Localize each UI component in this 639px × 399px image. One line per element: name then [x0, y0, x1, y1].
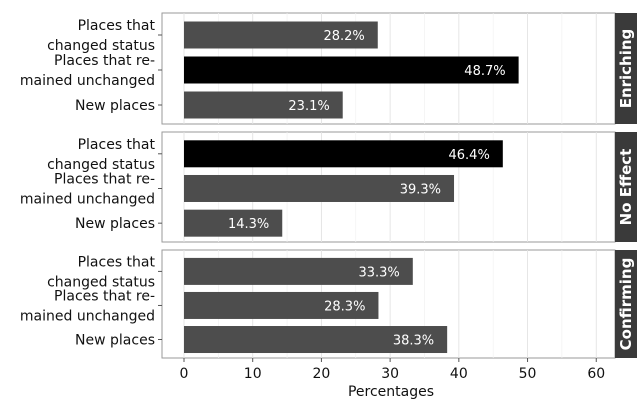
category-label-line: mained unchanged	[20, 191, 155, 207]
category-label-line: New places	[75, 333, 155, 349]
facet-strip	[615, 250, 637, 358]
bar-value-label: 33.3%	[358, 265, 399, 280]
category-label-line: New places	[75, 216, 155, 232]
facet-panel: Confirming 33.3% Places that changed status…	[20, 249, 637, 359]
bar-value-label: 38.3%	[393, 334, 434, 349]
bar-value-label: 14.3%	[228, 217, 269, 232]
category-label-line: New places	[75, 98, 155, 114]
category-label: New places	[75, 216, 155, 232]
x-tick-label: 0	[180, 366, 189, 382]
bar	[184, 257, 413, 285]
facet-panel: No Effect 46.4% Places that changed status 3…	[20, 131, 637, 243]
bar	[184, 21, 378, 49]
bar-value-label: 23.1%	[288, 99, 329, 114]
bar-value-label: 48.7%	[464, 64, 505, 79]
category-label-line: Places that	[78, 254, 156, 270]
category-label-line: Places that re-	[54, 53, 155, 69]
category-label: Places that changed status	[47, 137, 155, 173]
x-tick-label: 30	[381, 366, 399, 382]
x-tick-label: 10	[244, 366, 262, 382]
bar	[184, 91, 343, 119]
bar	[184, 56, 519, 84]
category-label-line: Places that re-	[54, 171, 155, 187]
facet-strip	[615, 132, 637, 242]
x-axis-title: Percentages	[348, 384, 434, 399]
facet-strip-label: Enriching	[617, 29, 635, 109]
category-label-line: Places that re-	[54, 288, 155, 304]
category-label: Places that changed status	[47, 254, 155, 290]
category-label: Places that re-mained unchanged	[20, 53, 155, 89]
bar-value-label: 28.3%	[324, 299, 365, 314]
bar	[184, 291, 379, 319]
category-label-line: Places that	[78, 18, 156, 34]
category-label: Places that re-mained unchanged	[20, 288, 155, 324]
category-label-line: changed status	[47, 38, 155, 54]
bar-value-label: 46.4%	[449, 148, 490, 163]
category-label: Places that re-mained unchanged	[20, 171, 155, 207]
x-tick-label: 60	[587, 366, 605, 382]
category-label: New places	[75, 333, 155, 349]
facet-panel: Enriching 28.2% Places that changed status 4…	[20, 12, 637, 125]
category-label-line: changed status	[47, 157, 155, 173]
facet-strip-label: No Effect	[617, 149, 635, 226]
bar-value-label: 39.3%	[400, 182, 441, 197]
category-label-line: mained unchanged	[20, 308, 155, 324]
bar	[184, 209, 283, 237]
category-label-line: mained unchanged	[20, 73, 155, 89]
category-label-line: Places that	[78, 137, 156, 153]
x-tick-label: 40	[450, 366, 468, 382]
facet-strip-label: Confirming	[617, 258, 635, 351]
category-label: Places that changed status	[47, 18, 155, 54]
facet-panels: Enriching 28.2% Places that changed status 4…	[20, 12, 637, 359]
facet-strip	[615, 13, 637, 124]
bar-value-label: 28.2%	[323, 29, 364, 44]
bar	[184, 174, 455, 202]
category-label-line: changed status	[47, 274, 155, 290]
bar	[184, 326, 448, 354]
x-tick-label: 20	[313, 366, 331, 382]
category-label: New places	[75, 98, 155, 114]
bar	[184, 140, 503, 168]
x-tick-label: 50	[519, 366, 537, 382]
x-axis: 0 10 20 30 40 50 60	[180, 358, 605, 382]
